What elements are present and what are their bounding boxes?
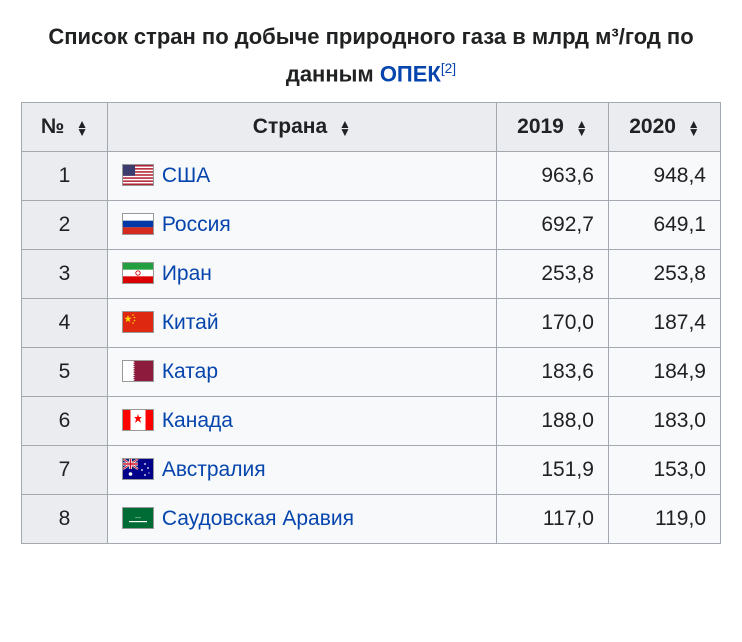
cell-2019: 692,7 xyxy=(496,201,608,250)
sort-icon: ▲▼ xyxy=(688,120,700,136)
cell-2020: 183,0 xyxy=(608,397,720,446)
cell-country: США xyxy=(107,152,496,201)
col-header-2019[interactable]: 2019 ▲▼ xyxy=(496,103,608,152)
cell-country: Австралия xyxy=(107,446,496,495)
country-link[interactable]: Россия xyxy=(162,213,231,236)
col-label-2019: 2019 xyxy=(517,115,564,138)
cell-2019: 151,9 xyxy=(496,446,608,495)
col-label-rank: № xyxy=(41,115,64,138)
country-link[interactable]: Катар xyxy=(162,360,218,383)
country-link[interactable]: Австралия xyxy=(162,458,266,481)
flag-icon: ـــــ xyxy=(122,507,154,529)
flag-icon xyxy=(122,458,154,480)
cell-rank: 5 xyxy=(22,348,108,397)
col-label-country: Страна xyxy=(253,115,327,138)
caption-text: Список стран по добыче природного газа в… xyxy=(48,24,693,86)
cell-2019: 183,6 xyxy=(496,348,608,397)
cell-rank: 2 xyxy=(22,201,108,250)
cell-country: Катар xyxy=(107,348,496,397)
cell-country: Канада xyxy=(107,397,496,446)
table-row: 5 Катар 183,6184,9 xyxy=(22,348,721,397)
cell-rank: 8 xyxy=(22,495,108,544)
cell-rank: 4 xyxy=(22,299,108,348)
cell-2020: 187,4 xyxy=(608,299,720,348)
table-caption: Список стран по добыче природного газа в… xyxy=(26,20,716,90)
opec-link[interactable]: ОПЕК xyxy=(380,61,441,86)
flag-icon xyxy=(122,262,154,284)
country-link[interactable]: Канада xyxy=(162,409,233,432)
cell-country: Иран xyxy=(107,250,496,299)
cell-country: Китай xyxy=(107,299,496,348)
table-row: 3 Иран 253,8253,8 xyxy=(22,250,721,299)
table-row: 2 Россия 692,7649,1 xyxy=(22,201,721,250)
col-label-2020: 2020 xyxy=(629,115,676,138)
country-link[interactable]: Саудовская Аравия xyxy=(162,507,354,530)
cell-2020: 153,0 xyxy=(608,446,720,495)
cell-2020: 649,1 xyxy=(608,201,720,250)
flag-icon xyxy=(122,164,154,186)
flag-icon xyxy=(122,409,154,431)
cell-country: ـــــ Саудовская Аравия xyxy=(107,495,496,544)
col-header-rank[interactable]: № ▲▼ xyxy=(22,103,108,152)
table-row: 8 ـــــ Саудовская Аравия 117,0119,0 xyxy=(22,495,721,544)
cell-2020: 253,8 xyxy=(608,250,720,299)
col-header-2020[interactable]: 2020 ▲▼ xyxy=(608,103,720,152)
sort-icon: ▲▼ xyxy=(76,120,88,136)
cell-2019: 188,0 xyxy=(496,397,608,446)
col-header-country[interactable]: Страна ▲▼ xyxy=(107,103,496,152)
cell-country: Россия xyxy=(107,201,496,250)
table-row: 6 Канада 188,0183,0 xyxy=(22,397,721,446)
flag-icon xyxy=(122,213,154,235)
cell-2020: 119,0 xyxy=(608,495,720,544)
gas-production-table: № ▲▼ Страна ▲▼ 2019 ▲▼ 2020 ▲▼ 1 США 963,6… xyxy=(21,102,721,544)
cell-rank: 7 xyxy=(22,446,108,495)
cell-2020: 184,9 xyxy=(608,348,720,397)
reference-link[interactable]: [2] xyxy=(441,61,456,76)
sort-icon: ▲▼ xyxy=(339,120,351,136)
header-row: № ▲▼ Страна ▲▼ 2019 ▲▼ 2020 ▲▼ xyxy=(22,103,721,152)
country-link[interactable]: Китай xyxy=(162,311,219,334)
svg-text:ـــــ: ـــــ xyxy=(134,514,142,519)
country-link[interactable]: США xyxy=(162,164,210,187)
country-link[interactable]: Иран xyxy=(162,262,212,285)
cell-2019: 253,8 xyxy=(496,250,608,299)
sort-icon: ▲▼ xyxy=(576,120,588,136)
flag-icon xyxy=(122,360,154,382)
cell-2019: 170,0 xyxy=(496,299,608,348)
cell-2019: 117,0 xyxy=(496,495,608,544)
table-row: 1 США 963,6948,4 xyxy=(22,152,721,201)
cell-rank: 1 xyxy=(22,152,108,201)
cell-2019: 963,6 xyxy=(496,152,608,201)
table-row: 7 Австралия 151,9153,0 xyxy=(22,446,721,495)
cell-rank: 6 xyxy=(22,397,108,446)
table-row: 4 Китай 170,0187,4 xyxy=(22,299,721,348)
cell-rank: 3 xyxy=(22,250,108,299)
cell-2020: 948,4 xyxy=(608,152,720,201)
flag-icon xyxy=(122,311,154,333)
